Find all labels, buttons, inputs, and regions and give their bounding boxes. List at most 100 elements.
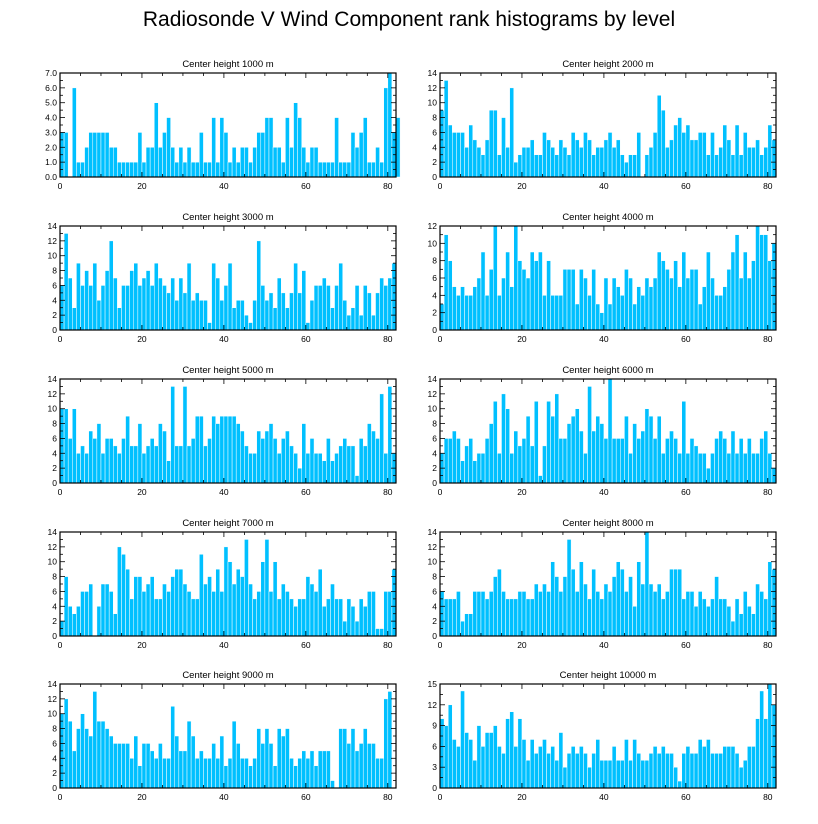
histogram-bar — [375, 628, 380, 637]
histogram-bar — [203, 758, 208, 789]
histogram-bar — [207, 438, 212, 484]
histogram-bar — [497, 568, 502, 637]
histogram-bar — [113, 277, 118, 331]
histogram-bar — [182, 386, 188, 484]
histogram-bar — [603, 277, 609, 331]
histogram-bar — [186, 147, 192, 178]
histogram-bar — [701, 132, 707, 178]
histogram-bar — [141, 591, 147, 637]
histogram-bar — [367, 591, 372, 637]
histogram-bar — [697, 132, 703, 178]
histogram-bar — [726, 453, 732, 484]
histogram-bar — [211, 743, 216, 789]
histogram-bar — [338, 262, 343, 331]
histogram-bar — [747, 147, 752, 178]
histogram-bar — [533, 401, 539, 484]
histogram-bar — [620, 760, 625, 789]
histogram-bar — [607, 378, 613, 484]
histogram-bar — [84, 728, 89, 789]
histogram-bar — [190, 161, 196, 178]
histogram-bar — [644, 408, 650, 484]
histogram-bar — [170, 277, 175, 331]
histogram-bar — [92, 262, 98, 331]
histogram-bar — [129, 445, 135, 484]
histogram-bar — [697, 591, 703, 637]
histogram-bar — [383, 453, 389, 484]
y-tick-label: 10 — [48, 709, 58, 719]
histogram-bar — [701, 598, 707, 637]
histogram-bar — [443, 598, 449, 637]
y-tick-label: 6.0 — [45, 83, 57, 93]
histogram-bar — [231, 415, 237, 484]
x-tick-label: 20 — [517, 181, 527, 191]
histogram-bar — [509, 598, 515, 637]
x-tick-label: 0 — [438, 334, 443, 344]
histogram-bar — [358, 438, 364, 484]
histogram-bar — [338, 161, 343, 178]
y-tick-label: 0 — [52, 478, 57, 488]
x-tick-label: 20 — [517, 334, 527, 344]
histogram-bar — [570, 132, 576, 178]
y-tick-label: 4.0 — [45, 113, 57, 123]
histogram-bar — [260, 561, 266, 637]
histogram-bar — [464, 445, 469, 484]
histogram-bar — [759, 154, 764, 178]
histogram-bar — [63, 408, 69, 484]
histogram-bar — [513, 598, 519, 637]
histogram-bar — [562, 269, 568, 331]
y-tick-label: 8 — [52, 572, 57, 582]
histogram-bar — [219, 117, 225, 178]
histogram-bar — [718, 430, 723, 484]
histogram-bar — [256, 240, 262, 331]
histogram-bar — [529, 251, 535, 331]
histogram-bar — [673, 766, 678, 789]
histogram-bar — [387, 591, 393, 637]
histogram-bar — [583, 583, 588, 637]
histogram-bar — [439, 109, 445, 178]
histogram-bar — [726, 606, 732, 637]
histogram-bar — [182, 292, 188, 331]
histogram-bar — [358, 314, 364, 331]
histogram-bar — [92, 691, 98, 789]
histogram-bar — [591, 269, 596, 331]
histogram-bar — [313, 453, 319, 484]
histogram-bar — [334, 117, 339, 178]
histogram-bar — [358, 598, 364, 637]
histogram-bar — [533, 753, 539, 789]
histogram-bar — [285, 430, 290, 484]
histogram-bar — [137, 576, 143, 637]
histogram-bar — [375, 438, 380, 484]
x-tick-label: 20 — [517, 640, 527, 650]
histogram-bar — [542, 739, 547, 789]
histogram-bar — [358, 743, 364, 789]
y-tick-label: 14 — [428, 68, 438, 78]
histogram-bar — [562, 438, 568, 484]
histogram-bar — [391, 262, 397, 331]
histogram-bar — [554, 576, 560, 637]
histogram-bar — [96, 606, 102, 637]
histogram-bar — [244, 539, 249, 637]
histogram-bar — [472, 460, 478, 484]
histogram-bar — [309, 300, 315, 331]
x-tick-label: 0 — [438, 792, 443, 802]
y-tick-label: 8 — [432, 113, 437, 123]
histogram-bar — [497, 453, 502, 484]
histogram-bar — [67, 606, 73, 637]
histogram-bar — [244, 445, 249, 484]
histogram-bar — [529, 598, 535, 637]
panel-title: Center height 7000 m — [182, 518, 273, 529]
histogram-bar — [456, 295, 461, 331]
histogram-bar — [162, 583, 167, 637]
histogram-bar — [747, 277, 752, 331]
histogram-bar — [268, 591, 274, 637]
histogram-bar — [346, 161, 352, 178]
y-tick-label: 0 — [52, 783, 57, 793]
histogram-bar — [129, 270, 135, 331]
histogram-bar — [338, 728, 343, 789]
y-tick-label: 10 — [428, 238, 438, 248]
histogram-bar — [771, 568, 777, 637]
histogram-bar — [460, 460, 465, 484]
histogram-bar — [367, 423, 372, 484]
histogram-bar — [194, 292, 200, 331]
histogram-bar — [501, 591, 506, 637]
